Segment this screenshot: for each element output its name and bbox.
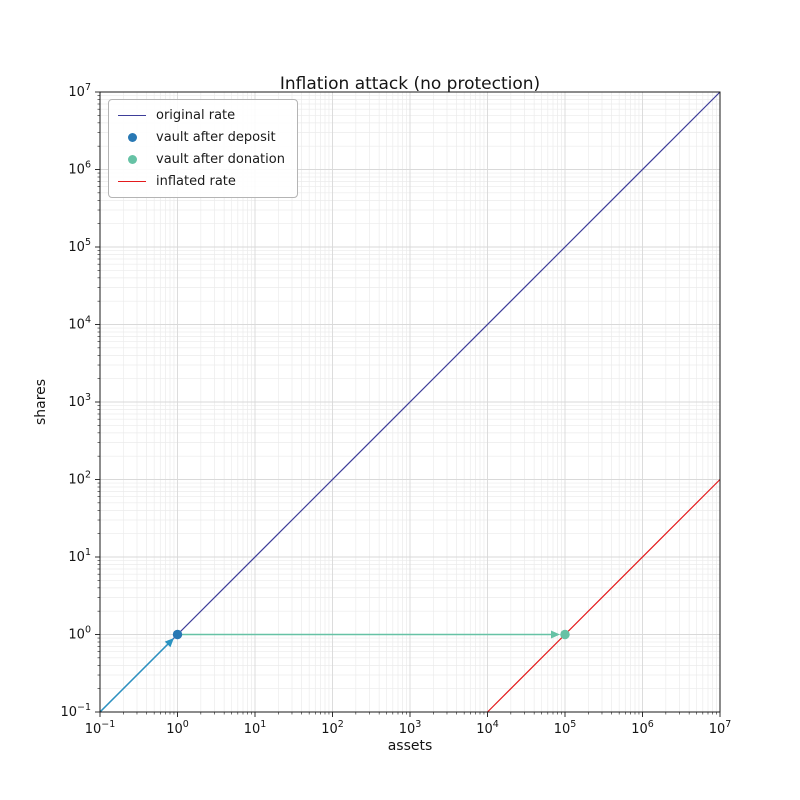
legend-item-inflated-rate: inflated rate: [117, 173, 285, 190]
svg-text:106: 106: [68, 160, 91, 178]
svg-text:100: 100: [166, 719, 189, 737]
svg-text:107: 107: [709, 719, 732, 737]
legend-item-original-rate: original rate: [117, 107, 285, 124]
svg-text:106: 106: [631, 719, 654, 737]
legend-label: original rate: [156, 108, 236, 123]
legend-label: vault after deposit: [156, 130, 276, 145]
legend-line-sample-original-rate: [117, 108, 147, 124]
svg-text:104: 104: [68, 315, 91, 333]
svg-text:101: 101: [68, 547, 91, 565]
svg-text:107: 107: [68, 82, 91, 100]
legend-label: vault after donation: [156, 152, 285, 167]
legend-line-sample-inflated-rate: [117, 174, 147, 190]
legend-item-vault-after-donation: vault after donation: [117, 151, 285, 168]
svg-text:103: 103: [68, 392, 91, 410]
svg-text:10−1: 10−1: [85, 719, 116, 737]
chart-title: Inflation attack (no protection): [279, 74, 541, 94]
legend-dot-sample-vault-after-deposit: [117, 130, 147, 146]
svg-text:105: 105: [68, 237, 91, 255]
svg-text:103: 103: [399, 719, 422, 737]
svg-text:102: 102: [68, 470, 91, 488]
svg-text:101: 101: [244, 719, 267, 737]
legend: original rate vault after deposit vault …: [108, 99, 298, 198]
svg-text:10−1: 10−1: [60, 702, 91, 720]
legend-label: inflated rate: [156, 174, 236, 189]
svg-text:100: 100: [68, 625, 91, 643]
y-axis-label: shares: [33, 378, 49, 426]
legend-item-vault-after-deposit: vault after deposit: [117, 129, 285, 146]
legend-dot-sample-vault-after-donation: [117, 152, 147, 168]
x-axis-label: assets: [387, 738, 433, 754]
svg-text:105: 105: [554, 719, 577, 737]
svg-text:102: 102: [321, 719, 344, 737]
svg-text:104: 104: [476, 719, 499, 737]
